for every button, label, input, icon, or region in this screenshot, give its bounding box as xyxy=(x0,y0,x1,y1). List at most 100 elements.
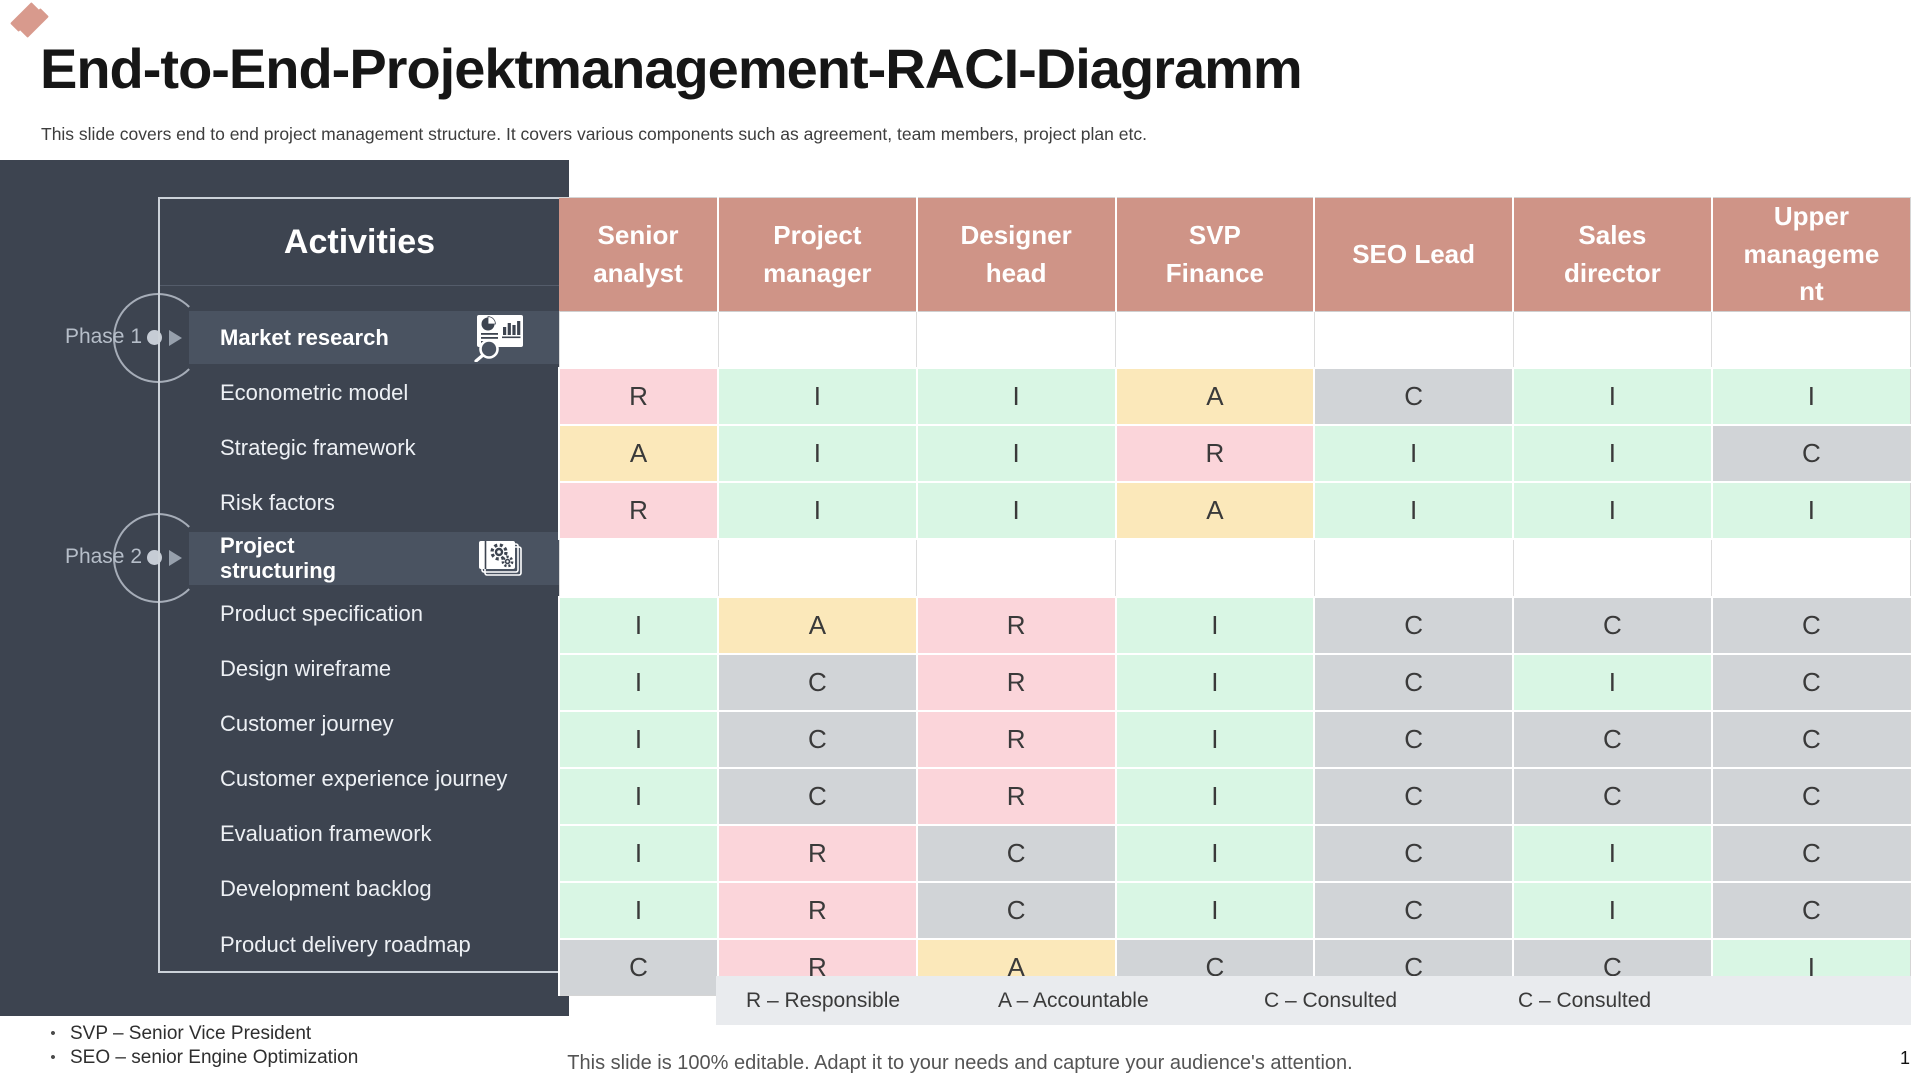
activity-label: Project structuring xyxy=(220,533,337,584)
raci-cell-empty xyxy=(1313,538,1514,598)
raci-cell: R xyxy=(915,652,1117,712)
raci-cell: C xyxy=(1710,652,1911,712)
raci-cell-empty xyxy=(717,311,918,369)
raci-cell: I xyxy=(558,652,719,712)
raci-cell: C xyxy=(558,938,719,997)
raci-cell: C xyxy=(1313,766,1514,826)
column-header-label: Designer head xyxy=(960,219,1072,288)
raci-cell: I xyxy=(1313,481,1514,541)
raci-cell-empty xyxy=(558,311,719,369)
activity-row: Development backlog xyxy=(160,861,559,916)
raci-cell: R xyxy=(1114,424,1316,484)
raci-cell: C xyxy=(1313,595,1514,655)
raci-cell: I xyxy=(1313,424,1514,484)
activity-label: Market research xyxy=(220,325,389,351)
column-header: Designer head xyxy=(916,196,1117,313)
raci-cell-empty xyxy=(1512,538,1713,598)
phase-arrow-icon xyxy=(169,329,182,346)
raci-cell: C xyxy=(1313,823,1514,884)
column-header-label: SVP Finance xyxy=(1165,219,1264,288)
activity-row: Design wireframe xyxy=(160,641,559,696)
activity-row: Risk factors xyxy=(160,475,559,530)
raci-cell: I xyxy=(1114,880,1316,941)
legend-item: A – Accountable xyxy=(998,988,1149,1012)
bullet-icon: • xyxy=(50,1049,56,1066)
activity-row: Customer journey xyxy=(160,696,559,751)
raci-cell: I xyxy=(1114,595,1316,655)
activity-row: Evaluation framework xyxy=(160,806,559,861)
activity-row: Product specification xyxy=(160,586,559,641)
raci-cell: C xyxy=(1710,766,1911,826)
column-header: Upper management xyxy=(1711,196,1911,313)
raci-cell: I xyxy=(1114,652,1316,712)
raci-cell: R xyxy=(915,766,1117,826)
raci-cell: I xyxy=(1512,652,1713,712)
raci-cell: I xyxy=(1710,367,1911,427)
raci-cell: C xyxy=(717,709,918,769)
activity-row: Customer experience journey xyxy=(160,751,559,806)
activity-label: Evaluation framework xyxy=(220,821,432,847)
column-header-label: Upper management xyxy=(1743,201,1880,307)
raci-cell: I xyxy=(1512,880,1713,941)
phase-arrow-icon xyxy=(169,550,182,567)
raci-legend: R – Responsible A – Accountable C – Consul… xyxy=(716,976,1911,1025)
raci-cell: I xyxy=(1114,709,1316,769)
column-header: Senior analyst xyxy=(559,196,719,313)
column-header-label: Senior analyst xyxy=(593,219,683,288)
raci-cell-empty xyxy=(916,538,1116,598)
footnote-text: SVP – Senior Vice President xyxy=(70,1023,312,1044)
table-row xyxy=(558,538,1911,598)
raci-cell: R xyxy=(558,367,719,427)
activity-label: Product delivery roadmap xyxy=(220,931,471,957)
raci-cell: C xyxy=(1512,766,1713,826)
diagonal-ribbons-logo xyxy=(10,2,54,40)
activity-label: Strategic framework xyxy=(220,435,416,461)
raci-cell: I xyxy=(1512,481,1713,541)
activity-row: Project structuring xyxy=(160,531,559,586)
raci-cell: I xyxy=(1512,823,1713,884)
activities-box: Activities Market research Econometric mo… xyxy=(158,197,559,973)
bullet-icon: • xyxy=(50,1025,56,1042)
raci-cell: C xyxy=(1710,880,1911,941)
project-structuring-gears-icon xyxy=(472,538,524,578)
raci-cell: R xyxy=(915,709,1117,769)
market-research-chart-icon xyxy=(472,314,526,363)
raci-cell: C xyxy=(1710,709,1911,769)
raci-cell: I xyxy=(915,367,1117,427)
raci-cell: I xyxy=(717,481,918,541)
legend-item: R – Responsible xyxy=(746,988,901,1012)
raci-cell-empty xyxy=(916,311,1116,369)
raci-cell: I xyxy=(558,823,719,884)
raci-cell: A xyxy=(717,595,918,655)
activities-header: Activities xyxy=(160,199,559,286)
raci-cell: R xyxy=(915,595,1117,655)
table-row xyxy=(558,311,1911,369)
raci-cell: C xyxy=(1313,367,1514,427)
raci-cell: R xyxy=(717,823,918,884)
raci-cell: I xyxy=(1114,766,1316,826)
raci-cell: C xyxy=(1512,595,1713,655)
raci-cell: I xyxy=(717,367,918,427)
raci-cell: C xyxy=(915,880,1117,941)
phase-label: Phase 2 xyxy=(64,545,142,569)
footer-note: This slide is 100% editable. Adapt it to… xyxy=(567,1052,1353,1074)
raci-table: Senior analyst Project manager Designer he… xyxy=(558,196,1911,997)
raci-cell-empty xyxy=(1115,538,1315,598)
raci-cell: I xyxy=(558,595,719,655)
raci-cell: C xyxy=(1710,595,1911,655)
raci-cell: C xyxy=(717,766,918,826)
activity-label: Customer experience journey xyxy=(220,766,508,792)
raci-cell: C xyxy=(1710,424,1911,484)
raci-cell: A xyxy=(1114,367,1316,427)
page-title: End-to-End-Projektmanagement-RACI-Diagra… xyxy=(40,37,1303,100)
raci-cell: A xyxy=(1114,481,1316,541)
raci-cell-empty xyxy=(1711,538,1911,598)
activity-label: Product specification xyxy=(220,600,423,626)
activity-row: Strategic framework xyxy=(160,420,559,475)
footnote-text: SEO – senior Engine Optimization xyxy=(70,1047,359,1068)
raci-cell: I xyxy=(717,424,918,484)
raci-cell-empty xyxy=(1711,311,1911,369)
